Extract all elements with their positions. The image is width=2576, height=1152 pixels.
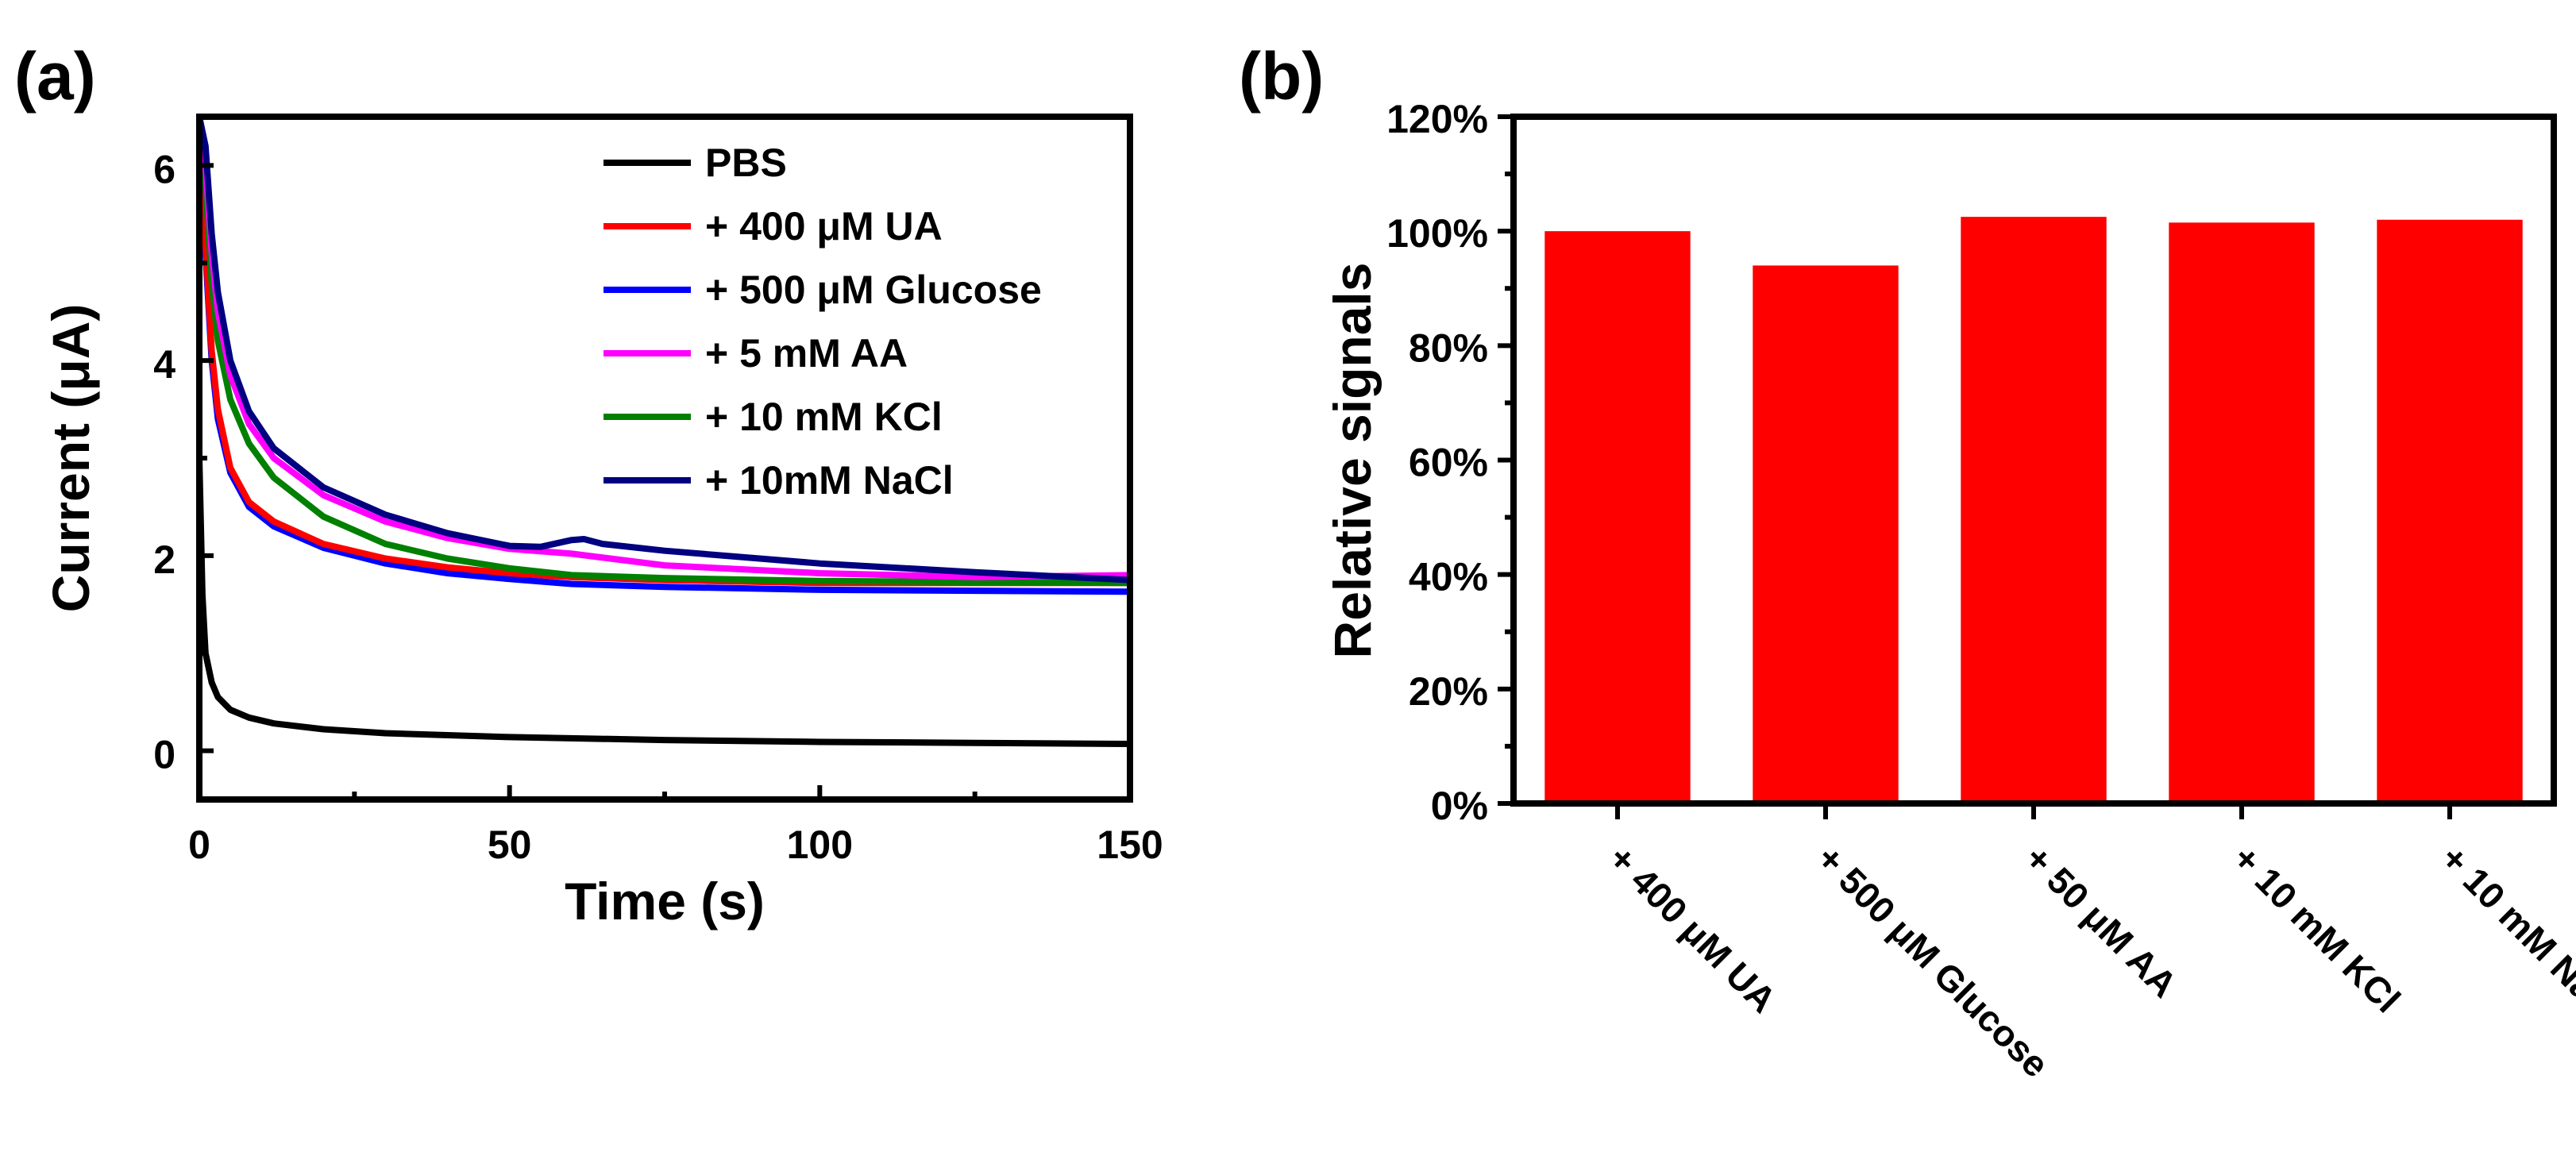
series-line-4 [199, 117, 1130, 587]
series-line-3 [199, 117, 1130, 580]
y-tick-label: 100% [1386, 211, 1488, 256]
y-tick-label: 60% [1409, 441, 1488, 485]
y-tick-label: 20% [1409, 669, 1488, 714]
panel-b-y-ticks: 0% 20% 40% 60% 80% 100% 120% [1386, 97, 1514, 828]
x-tick-label: + 10 mM KCl [2225, 837, 2408, 1020]
panel-b-bar-chart: (b) 0%20%40%60%80%100%120% + 400 μM UA + … [1239, 39, 2576, 1085]
panel-a-y-axis-label: Current (μA) [41, 304, 100, 613]
x-tick-label: + 10 mM NaCl [2433, 837, 2576, 1034]
y-tick-label: 0% [1431, 784, 1488, 828]
bar [1961, 217, 2107, 803]
bar [2377, 219, 2523, 803]
panel-a-series-group [199, 117, 1130, 747]
y-tick-label: 4 [153, 342, 175, 387]
panel-b-label: (b) [1239, 39, 1324, 114]
x-tick-label: 0 [188, 823, 210, 867]
panel-b-y-axis-label: Relative signals [1323, 263, 1382, 659]
panel-a-legend: PBS + 400 μM UA + 500 μM Glucose + 5 mM AA +… [604, 141, 1042, 503]
x-tick-label: + 50 μM AA [2017, 837, 2185, 1005]
bar [2169, 222, 2315, 804]
panel-a-plot-frame [196, 114, 1133, 803]
bar [1753, 265, 1899, 804]
panel-b-x-ticks: + 400 μM UA + 500 μM Glucose+ 50 μM AA + 1… [1601, 803, 2576, 1085]
legend-label: PBS [705, 141, 787, 185]
panel-a-x-axis-label: Time (s) [565, 872, 765, 930]
panel-a-line-chart: (a) 0 2 4 6 0 50 100 150 Current (μA) Time (s)… [14, 39, 1163, 930]
x-tick-label: 50 [488, 823, 532, 867]
y-tick-label: 120% [1386, 97, 1488, 141]
x-tick-label: 100 [787, 823, 853, 867]
y-tick-label: 40% [1409, 555, 1488, 599]
legend-label: + 400 μM UA [705, 204, 943, 249]
y-tick-label: 2 [153, 537, 175, 582]
legend-label: + 5 mM AA [705, 331, 908, 376]
series-line-0 [199, 455, 1130, 747]
series-line-5 [199, 117, 1130, 584]
series-line-1 [199, 117, 1130, 587]
x-tick-label: + 500 μM Glucose [1809, 837, 2057, 1085]
legend-label: + 10mM NaCl [705, 458, 954, 503]
panel-a-y-ticks: 0 2 4 6 [153, 147, 214, 777]
x-tick-label: 150 [1097, 823, 1163, 867]
legend-label: + 500 μM Glucose [705, 268, 1042, 312]
y-tick-label: 80% [1409, 326, 1488, 370]
y-tick-label: 0 [153, 733, 175, 777]
y-tick-label: 6 [153, 147, 175, 191]
panel-b-bars [1544, 217, 2523, 804]
panel-a-label: (a) [14, 39, 96, 114]
legend-label: + 10 mM KCl [705, 395, 943, 439]
bar [1544, 231, 1691, 804]
x-tick-label: + 400 μM UA [1601, 837, 1784, 1020]
panel-a-x-ticks: 0 50 100 150 [188, 785, 1163, 867]
